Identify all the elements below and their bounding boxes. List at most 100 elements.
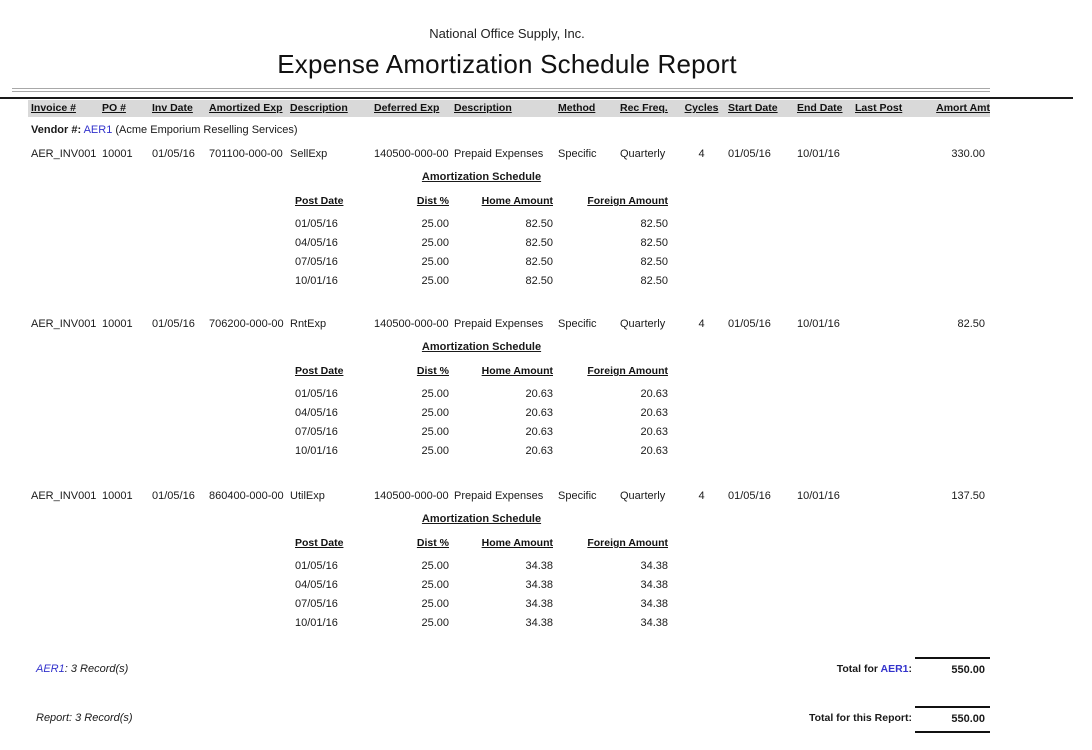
sched-col-foreign-amount: Foreign Amount: [587, 537, 668, 549]
table-row: AER_INV001 10001 01/05/16 860400-000-00 …: [28, 489, 990, 504]
sched-cell-dist-pct: 25.00: [421, 388, 449, 400]
vendor-total: Total for AER1: 550.00: [837, 657, 990, 678]
sched-cell-post-date: 07/05/16: [295, 598, 338, 610]
cell-amort-amt: 137.50: [951, 490, 985, 502]
cell-rec-freq: Quarterly: [620, 318, 666, 330]
schedule-header-row: Post Date Dist % Home Amount Foreign Amo…: [295, 364, 668, 379]
schedule-row: 04/05/16 25.00 34.38 34.38: [295, 576, 668, 595]
col-header-invoice: Invoice #: [31, 102, 76, 114]
cell-last-post: [855, 489, 935, 504]
sched-cell-dist-pct: 25.00: [421, 275, 449, 287]
schedule-rows: 01/05/16 25.00 20.63 20.63 04/05/16 25.0…: [0, 385, 1092, 461]
sched-col-home-amount: Home Amount: [481, 195, 553, 207]
vendor-code-link[interactable]: AER1: [83, 124, 113, 136]
vendor-code-link[interactable]: AER1: [880, 663, 909, 675]
schedule-row: 07/05/16 25.00 34.38 34.38: [295, 595, 668, 614]
cell-inv-date: 01/05/16: [152, 318, 195, 330]
sched-cell-dist-pct: 25.00: [421, 426, 449, 438]
cell-cycles: 4: [698, 490, 705, 502]
amortization-schedule-title: Amortization Schedule: [421, 513, 542, 525]
col-header-end-date: End Date: [797, 102, 843, 114]
sched-cell-home-amount: 34.38: [525, 560, 553, 572]
cell-last-post: [855, 317, 935, 332]
schedule-row: 01/05/16 25.00 82.50 82.50: [295, 215, 668, 234]
sched-cell-foreign-amount: 82.50: [640, 275, 668, 287]
sched-cell-dist-pct: 25.00: [421, 598, 449, 610]
cell-start-date: 01/05/16: [728, 490, 771, 502]
cell-amortized-exp: 706200-000-00: [209, 318, 284, 330]
cell-amortized-exp: 701100-000-00: [209, 148, 283, 160]
col-header-last-post: Last Post: [855, 102, 903, 114]
sched-cell-foreign-amount: 82.50: [640, 218, 668, 230]
sched-cell-foreign-amount: 34.38: [640, 617, 668, 629]
schedule-row: 04/05/16 25.00 20.63 20.63: [295, 404, 668, 423]
cell-description-amortized: UtilExp: [290, 490, 325, 502]
report-header: National Office Supply, Inc. Expense Amo…: [0, 26, 1014, 78]
cell-amortized-exp: 860400-000-00: [209, 490, 284, 502]
sched-cell-post-date: 10/01/16: [295, 445, 338, 457]
sched-cell-dist-pct: 25.00: [421, 617, 449, 629]
cell-start-date: 01/05/16: [728, 318, 771, 330]
cell-method: Specific: [558, 148, 597, 160]
col-header-description-amortized: Description: [290, 102, 348, 114]
report-total-label: Total for this Report:: [808, 712, 912, 724]
sched-col-post-date: Post Date: [295, 365, 344, 377]
sched-col-foreign-amount: Foreign Amount: [587, 365, 668, 377]
sched-col-post-date: Post Date: [295, 195, 344, 207]
sched-cell-post-date: 04/05/16: [295, 579, 338, 591]
sched-cell-home-amount: 82.50: [525, 256, 553, 268]
cell-invoice: AER_INV001: [31, 148, 97, 160]
vendor-code-link[interactable]: AER1: [36, 663, 65, 675]
sched-cell-foreign-amount: 34.38: [640, 598, 668, 610]
cell-po: 10001: [102, 318, 133, 330]
cell-end-date: 10/01/16: [797, 490, 840, 502]
sched-cell-dist-pct: 25.00: [421, 237, 449, 249]
sched-cell-foreign-amount: 20.63: [640, 426, 668, 438]
schedule-header-row: Post Date Dist % Home Amount Foreign Amo…: [295, 536, 668, 551]
report-total-amount: 550.00: [915, 706, 990, 733]
schedule-row: 10/01/16 25.00 34.38 34.38: [295, 614, 668, 633]
cell-description-amortized: SellExp: [290, 148, 328, 160]
sched-cell-post-date: 07/05/16: [295, 256, 338, 268]
cell-amort-amt: 330.00: [951, 148, 985, 160]
table-row: AER_INV001 10001 01/05/16 701100-000-00 …: [28, 147, 990, 162]
amortization-schedule-title: Amortization Schedule: [421, 171, 542, 183]
col-header-start-date: Start Date: [728, 102, 778, 114]
cell-po: 10001: [102, 490, 133, 502]
schedule-header-row: Post Date Dist % Home Amount Foreign Amo…: [295, 194, 668, 209]
vendor-summary-row: AER1: 3 Record(s) Total for AER1: 550.00: [28, 657, 990, 678]
cell-description-deferred: Prepaid Expenses: [454, 490, 544, 502]
col-header-amortized-exp: Amortized Exp: [209, 102, 283, 114]
sched-cell-dist-pct: 25.00: [421, 256, 449, 268]
sched-cell-post-date: 10/01/16: [295, 275, 338, 287]
column-header-row: Invoice # PO # Inv Date Amortized Exp De…: [28, 100, 990, 117]
cell-end-date: 10/01/16: [797, 318, 840, 330]
schedule-row: 04/05/16 25.00 82.50 82.50: [295, 234, 668, 253]
sched-cell-home-amount: 34.38: [525, 617, 553, 629]
report-title: Expense Amortization Schedule Report: [277, 49, 737, 79]
sched-cell-home-amount: 20.63: [525, 445, 553, 457]
sched-cell-post-date: 01/05/16: [295, 218, 338, 230]
cell-method: Specific: [558, 490, 597, 502]
sched-cell-home-amount: 34.38: [525, 579, 553, 591]
sched-col-home-amount: Home Amount: [481, 365, 553, 377]
sched-cell-dist-pct: 25.00: [421, 407, 449, 419]
cell-last-post: [855, 147, 935, 162]
sched-cell-post-date: 04/05/16: [295, 237, 338, 249]
vendor-group-header: Vendor #: AER1 (Acme Emporium Reselling …: [31, 123, 1092, 138]
schedule-rows: 01/05/16 25.00 34.38 34.38 04/05/16 25.0…: [0, 557, 1092, 633]
sched-col-dist-pct: Dist %: [416, 365, 449, 377]
cell-invoice: AER_INV001: [31, 318, 97, 330]
sched-cell-foreign-amount: 82.50: [640, 237, 668, 249]
vendor-label: Vendor #:: [31, 124, 82, 136]
sched-cell-post-date: 04/05/16: [295, 407, 338, 419]
cell-method: Specific: [558, 318, 597, 330]
cell-cycles: 4: [698, 318, 705, 330]
sched-cell-home-amount: 82.50: [525, 275, 553, 287]
sched-cell-dist-pct: 25.00: [421, 560, 449, 572]
schedule-row: 07/05/16 25.00 20.63 20.63: [295, 423, 668, 442]
report-summary-row: Report: 3 Record(s) Total for this Repor…: [28, 706, 990, 733]
cell-deferred-exp: 140500-000-00: [374, 148, 449, 160]
cell-end-date: 10/01/16: [797, 148, 840, 160]
cell-amort-amt: 82.50: [957, 318, 985, 330]
